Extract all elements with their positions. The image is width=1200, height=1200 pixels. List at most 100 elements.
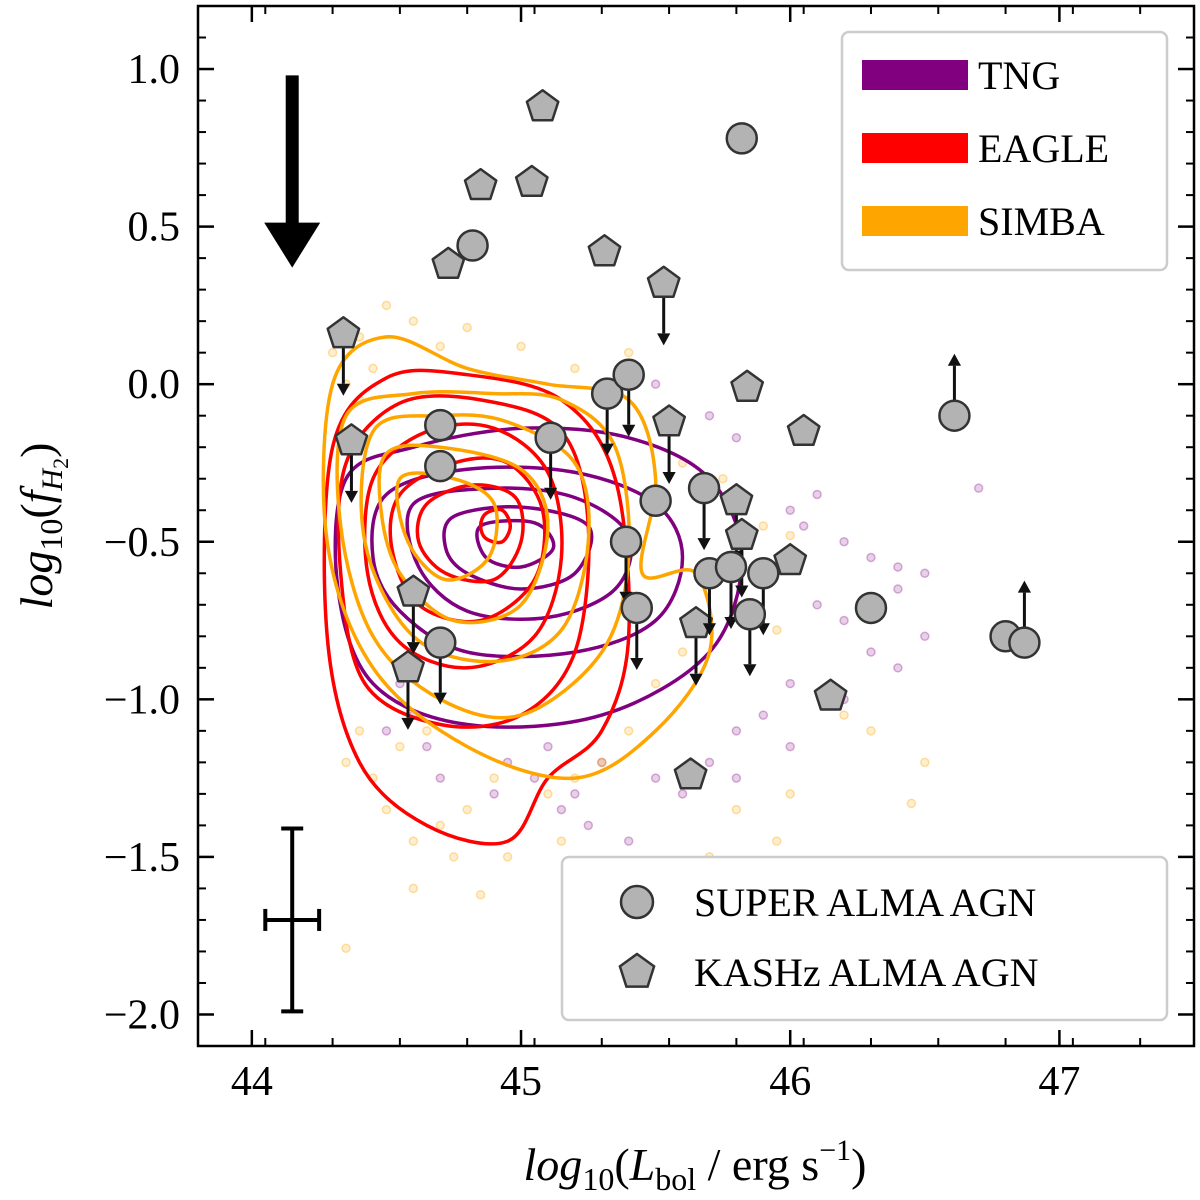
super-point <box>687 471 721 505</box>
x-tick-label: 46 <box>769 1059 811 1105</box>
simba-contour <box>359 413 591 664</box>
kashz-upper-limit-arrow-head <box>657 333 671 346</box>
tng-scatter-point <box>422 741 432 752</box>
simba-scatter-point <box>381 804 392 815</box>
kashz-point <box>514 164 549 198</box>
kashz-point <box>673 757 708 790</box>
super-upper-limit-arrow-head <box>600 443 614 456</box>
tng-scatter-point <box>489 789 499 799</box>
eagle-contour <box>362 422 564 670</box>
kashz-point <box>679 605 713 639</box>
super-point <box>733 597 767 631</box>
tng-scatter-point <box>839 537 849 547</box>
eagle-contour <box>478 507 513 545</box>
super-point <box>747 557 780 590</box>
tng-scatter-point <box>785 741 795 752</box>
legend-observations: SUPER ALMA AGN KASHz ALMA AGN <box>560 855 1169 1022</box>
simba-scatter-point <box>408 883 419 894</box>
super-point <box>456 229 489 262</box>
x-tick-label: 44 <box>231 1059 273 1105</box>
simba-scatter-point <box>906 798 917 809</box>
kashz-upper-limit-arrow-head <box>662 472 676 484</box>
simba-scatter-point <box>354 726 365 736</box>
annotations <box>263 75 322 1014</box>
x-tick-label: 45 <box>500 1059 542 1105</box>
tng-scatter-point <box>704 757 715 768</box>
simba-scatter-point <box>731 804 742 815</box>
simba-scatter-point <box>718 473 728 484</box>
tng-scatter-point <box>570 789 580 799</box>
super-upper-limit-arrow-head <box>724 616 738 629</box>
observed-points <box>326 89 1041 790</box>
simba-scatter-point <box>327 347 338 358</box>
legend-obs-box <box>560 855 1169 1022</box>
super-upper-limit-arrow-head <box>702 623 717 636</box>
eagle-contour <box>415 483 525 584</box>
kashz-point <box>646 265 681 298</box>
tng-scatter-point <box>973 483 984 493</box>
tng-scatter-point <box>785 678 795 689</box>
tng-scatter-point <box>583 820 594 831</box>
simba-scatter-point <box>758 521 769 531</box>
super-upper-limit-arrow-head <box>630 657 644 670</box>
super-upper-limit-arrow-head <box>544 487 558 500</box>
simba-contour <box>377 443 550 625</box>
kashz-point <box>724 517 759 551</box>
super-point <box>424 449 457 483</box>
legend-label-kashz: KASHz ALMA AGN <box>694 950 1038 995</box>
legend-marker-super <box>619 884 655 920</box>
tng-contour <box>405 486 634 622</box>
simba-scatter-point <box>395 741 405 752</box>
tng-scatter-point <box>798 521 809 531</box>
simba-scatter-point <box>543 789 553 799</box>
tng-scatter-point <box>893 584 903 594</box>
y-tick-label: −1.0 <box>104 677 180 723</box>
simba-contour <box>321 335 714 781</box>
tng-scatter-point <box>758 710 769 720</box>
kashz-upper-limit-arrow-head <box>401 717 415 730</box>
legend-label-eagle: EAGLE <box>978 126 1109 171</box>
simba-scatter-point <box>341 943 351 954</box>
simba-scatter-point <box>866 726 876 736</box>
eagle-contour <box>336 394 591 729</box>
super-point <box>1008 626 1041 659</box>
simba-scatter-point <box>839 710 849 720</box>
legend-label-super: SUPER ALMA AGN <box>694 880 1036 925</box>
y-tick-label: −1.5 <box>104 835 180 881</box>
kashz-point <box>719 483 754 516</box>
plot-frame <box>196 4 1196 1048</box>
kashz-upper-limit-arrow-head <box>689 673 703 686</box>
simba-contour <box>395 471 499 582</box>
simba-scatter-point <box>462 804 472 815</box>
super-point <box>639 484 672 518</box>
tng-scatter-point <box>435 773 446 783</box>
big-arrow-head <box>264 222 321 268</box>
tng-contour <box>333 426 744 729</box>
simba-scatter-point <box>570 363 580 374</box>
tng-scatter-point <box>893 562 903 572</box>
tng-scatter-point <box>893 663 903 673</box>
simba-scatter-point <box>435 820 446 831</box>
simulation-contours <box>321 335 744 846</box>
y-tick-label: 0.5 <box>128 205 181 251</box>
simulation-scatter <box>327 300 984 954</box>
kashz-point <box>431 246 466 280</box>
tng-scatter-point <box>381 726 392 736</box>
kashz-point <box>786 413 821 447</box>
tng-scatter-point <box>785 505 795 515</box>
simba-scatter-point <box>368 363 378 374</box>
legend-swatch-tng <box>862 60 968 90</box>
simba-scatter-point <box>502 852 513 862</box>
simba-scatter-point <box>489 773 499 783</box>
simba-scatter-point <box>556 836 567 846</box>
simba-scatter-point <box>448 852 459 862</box>
simba-scatter-point <box>381 300 392 311</box>
kashz-point <box>773 542 808 576</box>
x-tick-label: 47 <box>1038 1059 1080 1105</box>
tng-scatter-point <box>623 836 634 846</box>
super-lower-limit-arrow-head <box>1017 580 1032 593</box>
super-point <box>725 122 759 155</box>
tng-scatter-point <box>866 552 876 563</box>
simba-contour <box>335 390 631 720</box>
